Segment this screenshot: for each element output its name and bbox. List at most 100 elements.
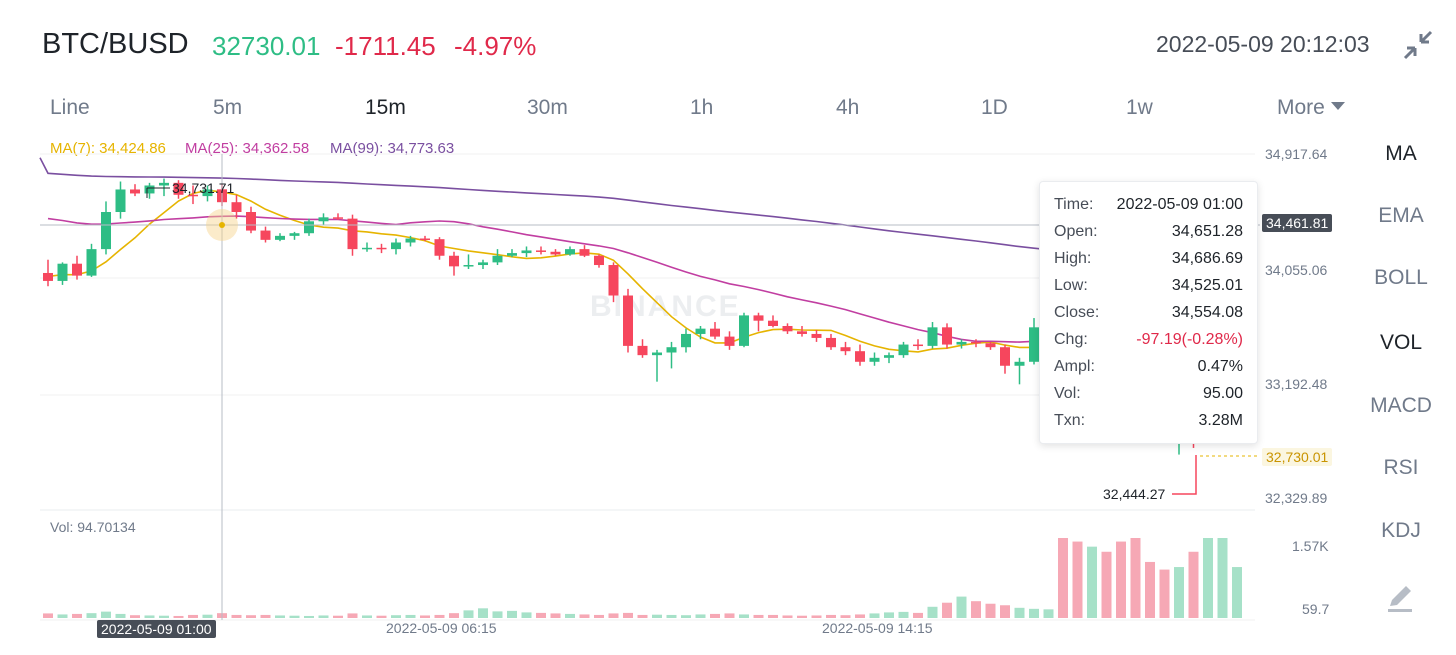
volume-bar bbox=[376, 615, 387, 618]
candle-body bbox=[942, 327, 952, 345]
tooltip-high: High: 34,686.69 bbox=[1054, 250, 1243, 267]
volume-bar bbox=[144, 615, 155, 618]
price-tick-2: 34,055.06 bbox=[1265, 262, 1328, 278]
tab-1d[interactable]: 1D bbox=[981, 96, 1008, 119]
volume-axis-min: 59.7 bbox=[1302, 601, 1330, 617]
tab-line[interactable]: Line bbox=[50, 96, 90, 119]
candle-body bbox=[420, 238, 430, 241]
tab-more[interactable]: More bbox=[1277, 96, 1345, 120]
volume-bar bbox=[289, 615, 300, 618]
tab-1w[interactable]: 1w bbox=[1126, 96, 1153, 119]
candle-body bbox=[318, 217, 329, 222]
indicator-kdj[interactable]: KDJ bbox=[1381, 519, 1421, 542]
volume-bar bbox=[898, 611, 909, 618]
ma99-line bbox=[39, 157, 1209, 275]
tooltip-open: Open: 34,651.28 bbox=[1054, 223, 1243, 240]
volume-bar bbox=[173, 615, 184, 618]
ma99-legend: MA(99): 34,773.63 bbox=[330, 140, 455, 157]
candle-body bbox=[913, 344, 923, 347]
candle-body bbox=[536, 250, 546, 252]
low-annotation: 32,444.27 bbox=[1103, 486, 1166, 502]
candle-body bbox=[304, 221, 314, 234]
volume-bar bbox=[1101, 551, 1112, 618]
tab-4h[interactable]: 4h bbox=[836, 96, 860, 119]
collapse-icon[interactable] bbox=[1401, 28, 1435, 62]
last-price: 32730.01 bbox=[212, 31, 321, 61]
volume-bar bbox=[666, 614, 677, 618]
volume-bar bbox=[43, 613, 53, 618]
volume-bar bbox=[391, 615, 401, 618]
time-tick-crosshair: 2022-05-09 01:00 bbox=[97, 620, 216, 638]
candle-body bbox=[594, 255, 604, 266]
tab-5m[interactable]: 5m bbox=[213, 96, 243, 119]
candle-body bbox=[652, 352, 662, 356]
indicator-macd[interactable]: MACD bbox=[1370, 394, 1432, 417]
candlestick-chart[interactable] bbox=[0, 130, 1260, 630]
chart-overlay bbox=[40, 154, 1260, 620]
candle-tooltip: Time: 2022-05-09 01:00 Open: 34,651.28 Hig… bbox=[1039, 181, 1258, 444]
candle-body bbox=[86, 249, 97, 276]
volume-bar bbox=[275, 615, 285, 618]
candle-body bbox=[826, 337, 836, 348]
volume-bar bbox=[927, 606, 938, 618]
ticker-header: BTC/BUSD 32730.01 -1711.45 -4.97% 2022-0… bbox=[0, 0, 1456, 88]
crosshair-dot bbox=[219, 222, 225, 228]
pencil-icon[interactable] bbox=[1384, 582, 1416, 614]
price-change: -1711.45 bbox=[335, 31, 436, 61]
candle-body bbox=[782, 325, 793, 332]
volume-bar bbox=[420, 615, 430, 618]
volume-bar bbox=[956, 596, 967, 618]
candle-body bbox=[173, 182, 184, 195]
volume-bar bbox=[1203, 538, 1213, 618]
time-tick-2: 2022-05-09 06:15 bbox=[386, 620, 497, 636]
indicator-vol[interactable]: VOL bbox=[1379, 331, 1423, 354]
volume-bar bbox=[1145, 561, 1155, 618]
candle-body bbox=[144, 185, 155, 194]
ma-lines bbox=[39, 157, 1209, 409]
candle-body bbox=[971, 341, 981, 344]
tab-15m[interactable]: 15m bbox=[365, 96, 406, 119]
volume-bar bbox=[362, 615, 372, 618]
candle-body bbox=[289, 233, 300, 236]
volume-bar bbox=[768, 614, 778, 618]
volume-bar bbox=[521, 612, 532, 618]
volume-bar bbox=[550, 613, 561, 618]
candle-body bbox=[347, 218, 358, 250]
candle-body bbox=[579, 249, 590, 256]
candle-body bbox=[1014, 361, 1025, 366]
candle-body bbox=[260, 230, 271, 240]
candle-body bbox=[159, 182, 169, 186]
tab-30m[interactable]: 30m bbox=[527, 96, 568, 119]
candle-body bbox=[478, 262, 488, 266]
volume-bar bbox=[681, 615, 691, 618]
volume-bar bbox=[565, 613, 575, 618]
volume-bar bbox=[507, 610, 517, 618]
volume-bar bbox=[1000, 605, 1010, 618]
volume-bar bbox=[1217, 538, 1228, 618]
volume-bar bbox=[57, 614, 68, 618]
volume-bar bbox=[695, 614, 706, 618]
price-tick-4: 32,329.89 bbox=[1265, 490, 1328, 506]
candle-body bbox=[768, 320, 778, 326]
candle-body bbox=[739, 315, 749, 346]
indicator-rsi[interactable]: RSI bbox=[1383, 456, 1419, 479]
candle-body bbox=[565, 249, 575, 255]
candle-body bbox=[550, 251, 561, 255]
indicator-boll[interactable]: BOLL bbox=[1374, 266, 1428, 289]
candle-body bbox=[521, 250, 532, 254]
trading-pair[interactable]: BTC/BUSD bbox=[42, 28, 189, 60]
candle-body bbox=[57, 263, 68, 281]
volume-bar bbox=[1232, 567, 1242, 618]
price-change-percent: -4.97% bbox=[454, 31, 537, 61]
interval-tabs: Line 5m 15m 30m 1h 4h 1D 1w More bbox=[0, 96, 1360, 126]
indicator-ema[interactable]: EMA bbox=[1378, 204, 1424, 227]
volume-bar bbox=[463, 610, 474, 618]
candle-body bbox=[130, 189, 140, 194]
volume-bar bbox=[492, 611, 503, 618]
ma7-line bbox=[47, 189, 1209, 409]
volume-bar bbox=[782, 615, 793, 618]
candle-body bbox=[72, 263, 82, 276]
volume-bar bbox=[710, 613, 720, 618]
indicator-ma[interactable]: MA bbox=[1385, 142, 1417, 165]
tab-1h[interactable]: 1h bbox=[690, 96, 714, 119]
